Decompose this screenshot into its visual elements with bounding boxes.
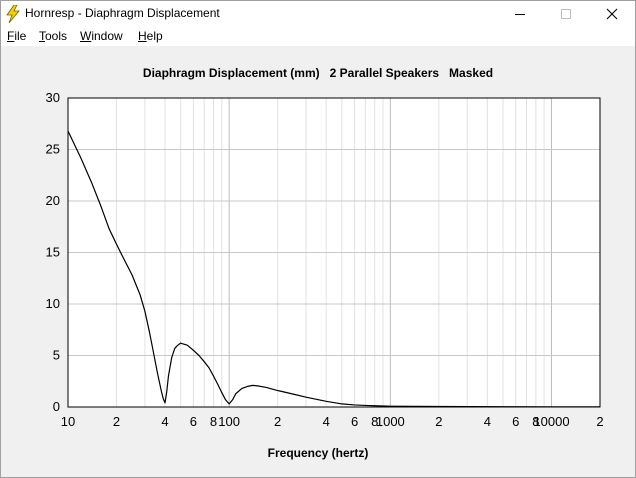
menu-tools[interactable]: Tools xyxy=(39,29,67,43)
y-tick-label: 25 xyxy=(46,142,60,157)
menu-window-label: indow xyxy=(91,29,123,43)
menu-bar: File Tools Window Help xyxy=(1,27,635,46)
x-tick-label: 8 xyxy=(371,414,378,429)
menu-window-accel: W xyxy=(80,29,92,43)
x-tick-label: 6 xyxy=(351,414,358,429)
x-tick-label: 8 xyxy=(210,414,217,429)
x-tick-label: 2 xyxy=(596,414,603,429)
menu-tools-accel: T xyxy=(39,29,45,43)
plot-border xyxy=(67,97,601,408)
x-tick-label: 4 xyxy=(161,414,168,429)
close-button[interactable] xyxy=(589,1,635,27)
x-tick-label: 8 xyxy=(532,414,539,429)
menu-tools-label: ools xyxy=(45,29,68,43)
menu-help-accel: H xyxy=(138,29,147,43)
plot-area: Diaphragm Displacement (mm) 2 Parallel S… xyxy=(1,46,635,477)
maximize-icon xyxy=(561,9,571,19)
x-tick-label: 10000 xyxy=(533,414,569,429)
menu-file[interactable]: File xyxy=(7,29,26,43)
y-tick-label: 5 xyxy=(53,348,60,363)
title-bar[interactable]: Hornresp - Diaphragm Displacement xyxy=(1,1,635,27)
x-tick-label: 4 xyxy=(484,414,491,429)
maximize-button[interactable] xyxy=(543,1,589,27)
menu-help-label: elp xyxy=(146,29,163,43)
menu-window[interactable]: Window xyxy=(80,29,123,43)
x-tick-label: 6 xyxy=(512,414,519,429)
chart-title: Diaphragm Displacement (mm) 2 Parallel S… xyxy=(142,66,494,80)
y-tick-label: 30 xyxy=(46,90,60,105)
x-tick-label: 100 xyxy=(218,414,240,429)
y-tick-label: 0 xyxy=(53,399,60,414)
displacement-series-line xyxy=(67,130,600,408)
menu-file-label: ile xyxy=(14,29,27,43)
menu-help[interactable]: Help xyxy=(138,29,163,43)
x-tick-label: 4 xyxy=(323,414,330,429)
window-title: Hornresp - Diaphragm Displacement xyxy=(25,6,220,20)
menu-file-accel: F xyxy=(7,29,15,43)
x-tick-label: 10 xyxy=(61,414,75,429)
lightning-bolt-icon xyxy=(6,5,20,23)
x-tick-label: 2 xyxy=(113,414,120,429)
x-axis-label: Frequency (hertz) xyxy=(267,446,369,460)
y-tick-label: 15 xyxy=(46,245,60,260)
y-tick-label: 20 xyxy=(46,193,60,208)
x-tick-label: 2 xyxy=(274,414,281,429)
x-tick-label: 2 xyxy=(435,414,442,429)
close-icon xyxy=(606,8,618,20)
minimize-button[interactable] xyxy=(497,1,543,27)
y-tick-label: 10 xyxy=(46,296,60,311)
x-tick-label: 1000 xyxy=(376,414,405,429)
minimize-icon xyxy=(515,14,525,15)
x-tick-label: 6 xyxy=(190,414,197,429)
